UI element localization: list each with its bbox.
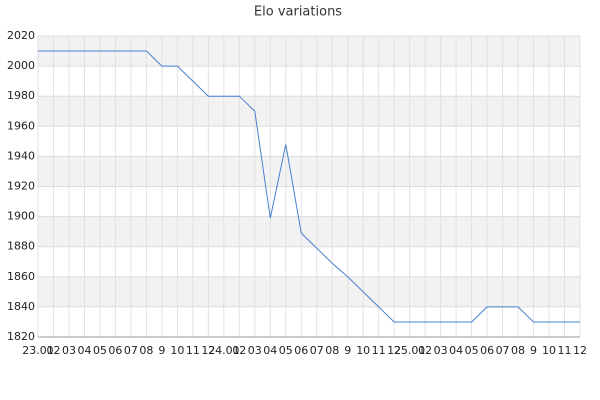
y-tick-label: 2000 [7, 59, 35, 72]
grid-band [38, 276, 580, 307]
x-tick-label: 12 [387, 344, 401, 357]
grid-band [38, 156, 580, 187]
x-tick-label: 05 [93, 344, 107, 357]
x-tick-label: 25.01 [394, 344, 426, 357]
y-tick-label: 1920 [7, 180, 35, 193]
x-tick-label: 03 [248, 344, 262, 357]
x-tick-label: 06 [294, 344, 308, 357]
x-tick-label: 9 [530, 344, 537, 357]
x-tick-label: 02 [46, 344, 60, 357]
series-line [38, 50, 580, 323]
x-tick-label: 03 [434, 344, 448, 357]
y-tick-label: 1960 [7, 119, 35, 132]
x-tick-label: 23.01 [22, 344, 54, 357]
x-tick-label: 10 [542, 344, 556, 357]
y-tick-label: 1860 [7, 270, 35, 283]
y-tick-label: 1900 [7, 210, 35, 223]
x-tick-label: 10 [170, 344, 184, 357]
x-tick-label: 12 [201, 344, 215, 357]
y-tick-label: 1940 [7, 149, 35, 162]
x-tick-label: 06 [480, 344, 494, 357]
x-tick-label: 02 [418, 344, 432, 357]
x-tick-label: 24.01 [208, 344, 240, 357]
grid-band [38, 216, 580, 247]
x-tick-label: 06 [108, 344, 122, 357]
x-tick-label: 07 [124, 344, 138, 357]
x-tick-label: 04 [263, 344, 277, 357]
x-tick-label: 04 [449, 344, 463, 357]
y-tick-label: 2020 [7, 29, 35, 42]
y-tick-label: 1840 [7, 300, 35, 313]
x-tick-label: 9 [344, 344, 351, 357]
x-tick-label: 11 [558, 344, 572, 357]
x-tick-label: 07 [496, 344, 510, 357]
y-tick-label: 1820 [7, 330, 35, 343]
x-tick-label: 05 [279, 344, 293, 357]
chart-title: Elo variations [254, 5, 342, 20]
x-tick-label: 11 [186, 344, 200, 357]
y-tick-label: 1980 [7, 89, 35, 102]
y-tick-label: 1880 [7, 240, 35, 253]
x-tick-label: 03 [62, 344, 76, 357]
x-tick-label: 08 [139, 344, 153, 357]
x-tick-label: 9 [158, 344, 165, 357]
x-tick-label: 02 [232, 344, 246, 357]
x-tick-label: 04 [77, 344, 91, 357]
x-tick-label: 12 [573, 344, 587, 357]
x-tick-label: 10 [356, 344, 370, 357]
grid-band [38, 96, 580, 127]
x-tick-label: 05 [465, 344, 479, 357]
x-tick-label: 08 [325, 344, 339, 357]
x-tick-label: 07 [310, 344, 324, 357]
x-tick-label: 08 [511, 344, 525, 357]
x-tick-label: 11 [372, 344, 386, 357]
